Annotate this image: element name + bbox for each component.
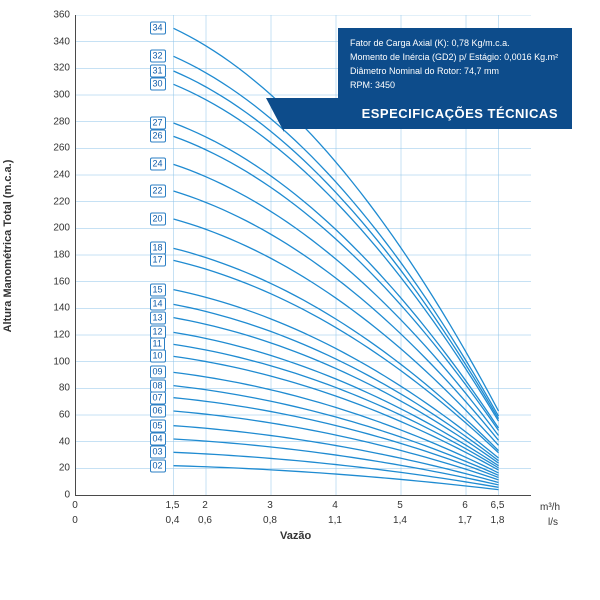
- curve-label: 20: [150, 213, 166, 226]
- x-tick-m3h: 5: [397, 500, 403, 511]
- x-tick-m3h: 2: [202, 500, 208, 511]
- y-tick: 20: [40, 463, 70, 474]
- y-tick: 220: [40, 196, 70, 207]
- y-tick: 300: [40, 90, 70, 101]
- x-tick-ls: 1,7: [458, 515, 472, 526]
- x-tick-m3h: 0: [72, 500, 78, 511]
- curve-label: 26: [150, 130, 166, 143]
- y-tick: 280: [40, 116, 70, 127]
- curve-label: 10: [150, 350, 166, 363]
- info-line-2: Momento de Inércia (GD2) p/ Estágio: 0,0…: [350, 50, 560, 64]
- curve-label: 05: [150, 419, 166, 432]
- y-tick: 100: [40, 356, 70, 367]
- info-box: Fator de Carga Axial (K): 0,78 Kg/m.c.a.…: [338, 28, 572, 100]
- y-tick: 160: [40, 276, 70, 287]
- x-tick-ls: 0,8: [263, 515, 277, 526]
- curve-label: 32: [150, 50, 166, 63]
- curve-label: 17: [150, 254, 166, 267]
- curve-label: 03: [150, 446, 166, 459]
- info-line-1: Fator de Carga Axial (K): 0,78 Kg/m.c.a.: [350, 36, 560, 50]
- y-tick: 180: [40, 250, 70, 261]
- x-tick-ls: 0,6: [198, 515, 212, 526]
- x-unit-bot: l/s: [548, 517, 558, 528]
- x-tick-ls: 1,4: [393, 515, 407, 526]
- curve-label: 24: [150, 158, 166, 171]
- y-tick: 120: [40, 330, 70, 341]
- x-tick-m3h: 1,5: [166, 500, 180, 511]
- x-tick-m3h: 3: [267, 500, 273, 511]
- info-line-3: Diâmetro Nominal do Rotor: 74,7 mm: [350, 64, 560, 78]
- curve-label: 31: [150, 65, 166, 78]
- curve-label: 11: [150, 338, 165, 351]
- x-tick-m3h: 4: [332, 500, 338, 511]
- curve-label: 06: [150, 405, 166, 418]
- curve-label: 13: [150, 311, 166, 324]
- y-tick: 80: [40, 383, 70, 394]
- y-tick: 240: [40, 170, 70, 181]
- x-unit-top: m³/h: [540, 502, 560, 513]
- chart-container: Altura Manométrica Total (m.c.a.) Vazão …: [0, 0, 600, 600]
- curve-label: 04: [150, 433, 166, 446]
- curve-label: 08: [150, 379, 166, 392]
- curve-label: 09: [150, 366, 166, 379]
- y-tick: 200: [40, 223, 70, 234]
- x-tick-ls: 0,4: [166, 515, 180, 526]
- y-axis-label: Altura Manométrica Total (m.c.a.): [2, 146, 14, 346]
- curve-label: 12: [150, 326, 166, 339]
- curve-label: 15: [150, 283, 166, 296]
- y-tick: 260: [40, 143, 70, 154]
- curve-label: 22: [150, 185, 166, 198]
- curve-label: 07: [150, 391, 166, 404]
- info-line-4: RPM: 3450: [350, 78, 560, 92]
- x-tick-ls: 1,1: [328, 515, 342, 526]
- curve-label: 02: [150, 459, 166, 472]
- curve-label: 34: [150, 22, 166, 35]
- curve-label: 30: [150, 78, 166, 91]
- y-tick: 60: [40, 410, 70, 421]
- y-tick: 320: [40, 63, 70, 74]
- curve-label: 27: [150, 117, 166, 130]
- x-axis-label: Vazão: [280, 530, 311, 542]
- y-tick: 40: [40, 436, 70, 447]
- curve-label: 14: [150, 298, 166, 311]
- y-tick: 340: [40, 36, 70, 47]
- y-tick: 0: [40, 490, 70, 501]
- curve-label: 18: [150, 242, 166, 255]
- y-tick: 140: [40, 303, 70, 314]
- title-bar: ESPECIFICAÇÕES TÉCNICAS: [284, 98, 572, 129]
- x-tick-ls: 0: [72, 515, 78, 526]
- y-tick: 360: [40, 10, 70, 21]
- x-tick-m3h: 6,5: [491, 500, 505, 511]
- x-tick-m3h: 6: [462, 500, 468, 511]
- x-tick-ls: 1,8: [491, 515, 505, 526]
